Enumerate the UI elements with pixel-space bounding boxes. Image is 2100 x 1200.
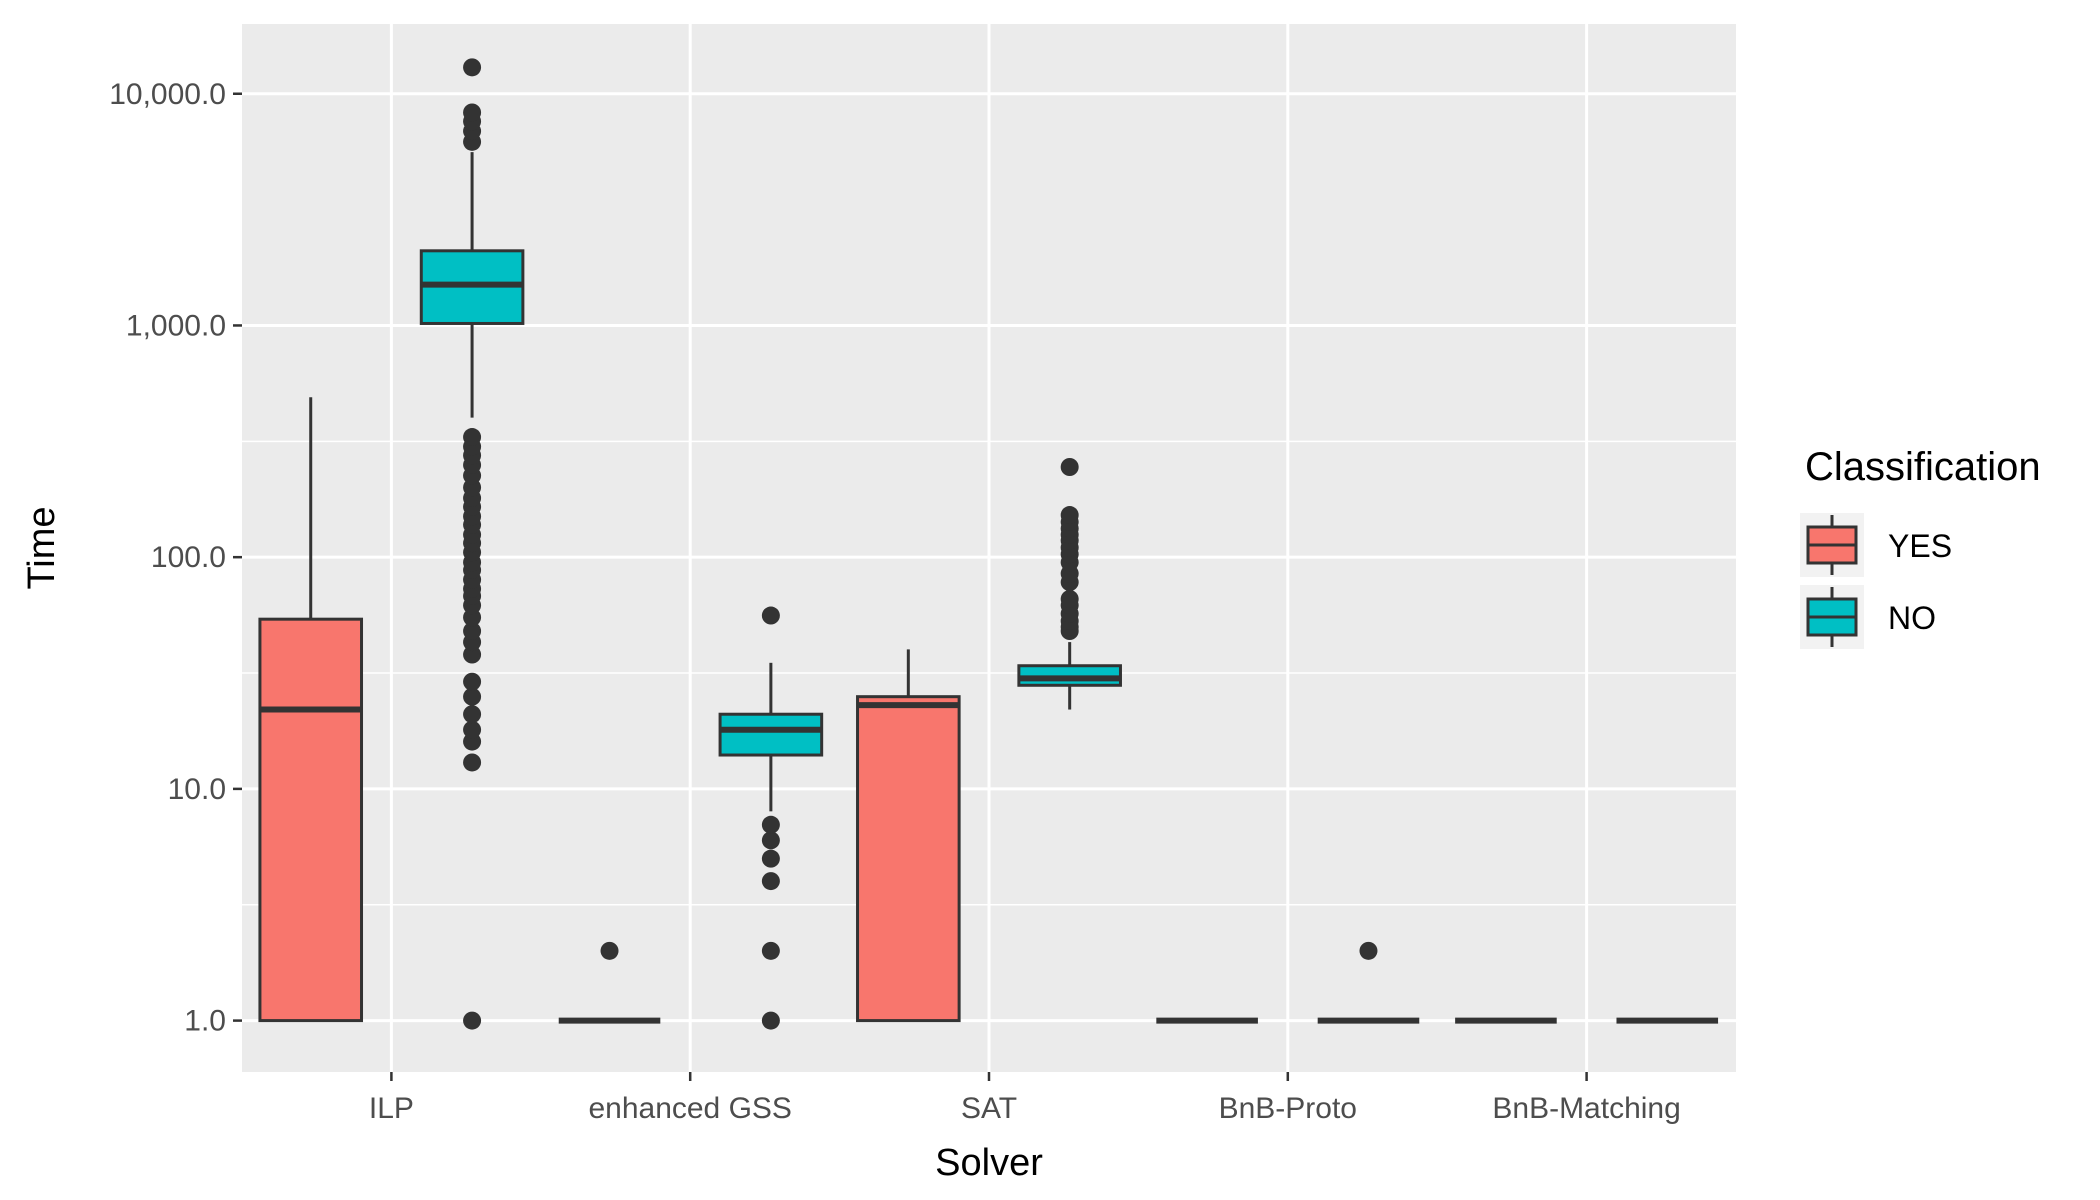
y-axis-ticks: 1.0 10.0 100.0 1,000.0 10,000.0	[109, 78, 242, 1038]
legend-label-no: NO	[1888, 600, 1936, 636]
legend: Classification YES NO	[1800, 445, 2041, 649]
x-tick-label: BnB-Proto	[1219, 1092, 1357, 1125]
x-tick-label: BnB-Matching	[1492, 1092, 1680, 1125]
legend-title: Classification	[1805, 445, 2041, 489]
outlier-point	[463, 645, 482, 664]
x-axis-title: Solver	[935, 1142, 1043, 1184]
y-tick-label: 1,000.0	[126, 309, 226, 342]
y-tick-label: 10.0	[168, 773, 226, 806]
outlier-point	[1359, 941, 1378, 960]
box-yes-ilp	[258, 397, 364, 1023]
outlier-point	[761, 815, 780, 834]
outlier-point	[463, 720, 482, 739]
x-tick-label: enhanced GSS	[588, 1092, 791, 1125]
y-tick-label: 1.0	[184, 1005, 226, 1038]
x-tick-label: ILP	[369, 1092, 414, 1125]
box-body	[856, 695, 961, 1023]
outlier-point	[463, 103, 482, 122]
outlier-point	[761, 849, 780, 868]
legend-label-yes: YES	[1888, 528, 1952, 564]
x-axis-ticks: ILP enhanced GSS SAT BnB-Proto BnB-Matching	[369, 1072, 1681, 1125]
outlier-point	[1060, 589, 1079, 608]
outlier-point	[1060, 457, 1079, 476]
box-yes-enhanced-gss	[558, 941, 661, 1024]
outlier-point	[761, 1011, 780, 1030]
grid-lines	[242, 24, 1736, 1072]
outlier-point	[463, 58, 482, 77]
outlier-point	[600, 941, 619, 960]
outlier-point	[761, 831, 780, 850]
y-axis-title: Time	[21, 506, 63, 589]
outlier-point	[463, 687, 482, 706]
outlier-point	[463, 753, 482, 772]
box-body	[258, 617, 364, 1023]
outlier-point	[761, 606, 780, 625]
box-yes-sat	[856, 649, 961, 1023]
box-body	[718, 712, 824, 757]
outlier-point	[761, 941, 780, 960]
y-tick-label: 100.0	[151, 541, 226, 574]
x-tick-label: SAT	[961, 1092, 1017, 1125]
boxes	[258, 58, 1719, 1030]
box-no-bnb-proto	[1317, 941, 1420, 1024]
box-no-sat	[1017, 457, 1122, 710]
box-no-enhanced-gss	[718, 606, 824, 1030]
outlier-point	[463, 705, 482, 724]
outlier-point	[463, 1011, 482, 1030]
outlier-point	[463, 428, 482, 447]
outlier-point	[761, 872, 780, 891]
outlier-point	[1060, 506, 1079, 525]
y-tick-label: 10,000.0	[109, 78, 226, 111]
box-no-ilp	[419, 58, 525, 1030]
outlier-point	[463, 622, 482, 641]
outlier-point	[463, 672, 482, 691]
